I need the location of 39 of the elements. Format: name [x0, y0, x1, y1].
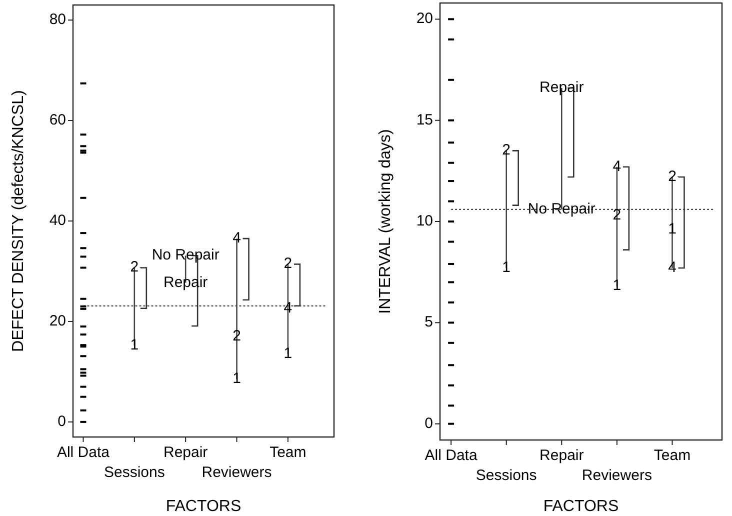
annotation: 1: [612, 277, 622, 294]
annotation: 2: [502, 142, 511, 159]
annotation: 1: [232, 370, 241, 388]
x-tick-label: Team: [654, 447, 691, 464]
annotation: 1: [502, 259, 511, 276]
x-tick-label: Reviewers: [202, 464, 272, 481]
x-tick-label: Reviewers: [582, 467, 652, 484]
x-axis-title: FACTORS: [166, 498, 242, 515]
annotation: 1: [284, 345, 292, 362]
x-tick-label: All Data: [424, 447, 478, 464]
x-tick-label: Team: [270, 444, 306, 461]
annotation: 2: [284, 255, 292, 272]
y-tick-label: 10: [416, 212, 433, 230]
x-axis-title: FACTORS: [543, 498, 619, 515]
annotation: 2: [668, 168, 676, 185]
x-tick-label: Sessions: [476, 467, 537, 484]
y-tick-label: 0: [424, 414, 433, 432]
annotation: 4: [612, 158, 622, 175]
annotation: Repair: [540, 78, 584, 96]
y-tick-label: 20: [416, 10, 433, 28]
y-tick-label: 80: [49, 11, 66, 28]
y-tick-label: 20: [49, 312, 66, 330]
x-tick-label: Repair: [540, 447, 584, 464]
annotation: No Repair: [528, 200, 596, 218]
y-tick-label: 40: [49, 212, 66, 229]
y-tick-label: 0: [58, 412, 66, 430]
annotation: 4: [668, 259, 676, 276]
x-tick-label: Sessions: [104, 464, 165, 481]
annotation: 1: [130, 336, 139, 354]
y-axis-title: DEFECT DENSITY (defects/KNCSL): [10, 90, 27, 352]
x-tick-label: All Data: [56, 444, 110, 461]
annotation: No Repair: [152, 246, 220, 264]
y-axis-title: INTERVAL (working days): [377, 129, 394, 314]
annotation: 2: [130, 258, 139, 276]
y-tick-label: 15: [416, 111, 433, 128]
y-tick-label: 60: [49, 112, 66, 129]
x-tick-label: Repair: [163, 444, 208, 461]
y-tick-label: 5: [424, 314, 433, 331]
annotation: 4: [232, 230, 241, 247]
